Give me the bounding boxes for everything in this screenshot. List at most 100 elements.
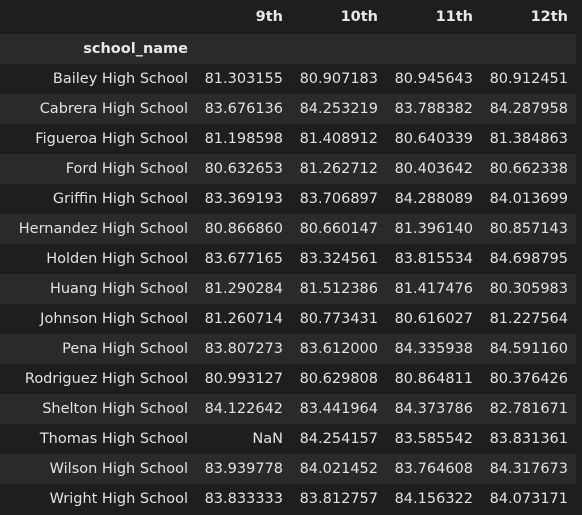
table-row: Huang High School 81.290284 81.512386 81.41… [0, 274, 576, 304]
table-row: Thomas High School NaN 84.254157 83.585542 8… [0, 424, 576, 454]
table-cell: 80.305983 [489, 281, 568, 297]
table-cell: 83.612000 [299, 341, 378, 357]
row-index-label: Thomas High School [39, 431, 188, 447]
table-cell: 81.260714 [204, 311, 283, 327]
row-index-label: Holden High School [46, 251, 188, 267]
table-row: Ford High School 80.632653 81.262712 80.403… [0, 154, 576, 184]
table-body: Bailey High School 81.303155 80.907183 80.9… [0, 64, 576, 514]
table-row: Cabrera High School 83.676136 84.253219 83.… [0, 94, 576, 124]
table-cell: 80.376426 [489, 371, 568, 387]
row-index-label: Hernandez High School [18, 221, 188, 237]
table-cell: 81.262712 [299, 161, 378, 177]
table-cell: 83.939778 [204, 461, 283, 477]
row-index-label: Ford High School [65, 161, 188, 177]
table-cell: 84.373786 [394, 401, 473, 417]
table-cell: 83.706897 [299, 191, 378, 207]
row-index-label: Johnson High School [40, 311, 188, 327]
table-cell: 81.227564 [489, 311, 568, 327]
table-cell: 84.698795 [489, 251, 568, 267]
table-cell: 83.585542 [394, 431, 473, 447]
row-index-label: Huang High School [49, 281, 188, 297]
table-cell: 80.629808 [299, 371, 378, 387]
table-cell: 82.781671 [489, 401, 568, 417]
table-row: Figueroa High School 81.198598 81.408912 80… [0, 124, 576, 154]
table-cell: 83.815534 [394, 251, 473, 267]
table-cell: 80.660147 [299, 221, 378, 237]
table-cell: 83.676136 [204, 101, 283, 117]
table-row: Bailey High School 81.303155 80.907183 80.9… [0, 64, 576, 94]
table-cell: 80.993127 [204, 371, 283, 387]
table-row: Wilson High School 83.939778 84.021452 83.7… [0, 454, 576, 484]
column-header: 9th [255, 9, 283, 25]
table-cell: 84.021452 [299, 461, 378, 477]
table-cell: 80.907183 [299, 71, 378, 87]
table-cell: 81.512386 [299, 281, 378, 297]
table-cell: 81.290284 [204, 281, 283, 297]
table-cell: 80.662338 [489, 161, 568, 177]
column-header-row: 9th 10th 11th 12th [0, 0, 576, 34]
table-row: Rodriguez High School 80.993127 80.629808 8… [0, 364, 576, 394]
table-cell: 83.807273 [204, 341, 283, 357]
table-cell: 80.866860 [204, 221, 283, 237]
row-index-label: Figueroa High School [35, 131, 188, 147]
row-index-label: Griffin High School [52, 191, 188, 207]
index-name-header: school_name [83, 41, 188, 57]
table-cell: 80.912451 [489, 71, 568, 87]
table-cell: 84.287958 [489, 101, 568, 117]
corner-cell [0, 0, 196, 34]
table-cell: 84.156322 [394, 491, 473, 507]
table-row: Johnson High School 81.260714 80.773431 80.… [0, 304, 576, 334]
table-cell: 83.764608 [394, 461, 473, 477]
row-index-label: Bailey High School [52, 71, 188, 87]
table-cell: 80.616027 [394, 311, 473, 327]
table-row: Wright High School 83.833333 83.812757 84.1… [0, 484, 576, 514]
table-cell: 83.441964 [299, 401, 378, 417]
table-row: Shelton High School 84.122642 83.441964 84.… [0, 394, 576, 424]
table-cell: 84.253219 [299, 101, 378, 117]
table-cell: 83.369193 [204, 191, 283, 207]
column-header: 10th [340, 9, 378, 25]
table-cell: 81.408912 [299, 131, 378, 147]
row-index-label: Cabrera High School [39, 101, 188, 117]
table-cell: 84.073171 [489, 491, 568, 507]
table-cell: 81.417476 [394, 281, 473, 297]
table-cell: 84.317673 [489, 461, 568, 477]
row-index-label: Wright High School [49, 491, 188, 507]
column-header: 12th [530, 9, 568, 25]
table-cell: 83.324561 [299, 251, 378, 267]
table-cell: 80.640339 [394, 131, 473, 147]
row-index-label: Shelton High School [42, 401, 188, 417]
table-row: Hernandez High School 80.866860 80.660147 8… [0, 214, 576, 244]
table-cell: 81.384863 [489, 131, 568, 147]
table-cell: 80.945643 [394, 71, 473, 87]
table-cell: 83.677165 [204, 251, 283, 267]
table-cell: 83.812757 [299, 491, 378, 507]
table-cell: NaN [252, 431, 283, 447]
row-index-label: Wilson High School [49, 461, 188, 477]
table-row: Griffin High School 83.369193 83.706897 84.… [0, 184, 576, 214]
table-cell: 80.864811 [394, 371, 473, 387]
table-cell: 84.013699 [489, 191, 568, 207]
table-cell: 84.254157 [299, 431, 378, 447]
table-cell: 80.857143 [489, 221, 568, 237]
table-cell: 83.833333 [204, 491, 283, 507]
table-cell: 80.773431 [299, 311, 378, 327]
table-cell: 80.403642 [394, 161, 473, 177]
table-cell: 81.396140 [394, 221, 473, 237]
table-row: Pena High School 83.807273 83.612000 84.335… [0, 334, 576, 364]
index-name-row: school_name [0, 34, 576, 64]
table-cell: 83.831361 [489, 431, 568, 447]
table-cell: 84.288089 [394, 191, 473, 207]
table-cell: 84.335938 [394, 341, 473, 357]
table-cell: 83.788382 [394, 101, 473, 117]
table-cell: 80.632653 [204, 161, 283, 177]
table-row: Holden High School 83.677165 83.324561 83.8… [0, 244, 576, 274]
table-cell: 81.198598 [204, 131, 283, 147]
row-index-label: Pena High School [62, 341, 188, 357]
table-cell: 84.122642 [204, 401, 283, 417]
column-header: 11th [435, 9, 473, 25]
row-index-label: Rodriguez High School [24, 371, 188, 387]
table-cell: 81.303155 [204, 71, 283, 87]
